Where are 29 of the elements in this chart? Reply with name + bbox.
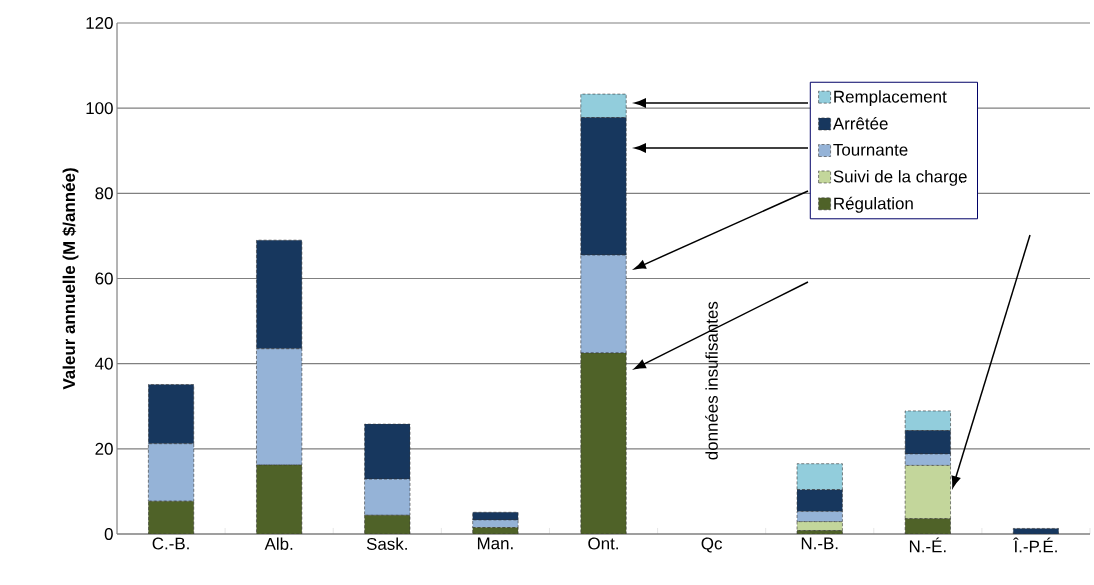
bar (364, 514, 411, 534)
bar (580, 352, 627, 534)
bar (148, 500, 195, 534)
x-tick-label: Alb. (264, 537, 293, 550)
y-tick-label: 0 (104, 527, 113, 540)
x-tick-label: C.-B. (152, 537, 189, 550)
x-tick-label: N.-B. (801, 537, 838, 550)
y-axis-title: Valeur annuelle (M $/année) (62, 168, 79, 390)
y-tick-label: 120 (86, 16, 113, 29)
x-tick-label: Qc (701, 537, 722, 553)
bar (904, 518, 951, 534)
annotation: données insufisantes (705, 301, 718, 460)
legend-label: Arrêtée (832, 117, 888, 130)
x-tick-label: Man. (477, 537, 513, 550)
y-tick-label: 40 (95, 357, 113, 370)
x-tick-label: N.-É. (909, 537, 946, 553)
legend-label: Régulation (834, 196, 913, 213)
x-tick-label: Ont. (588, 537, 618, 550)
y-tick-label: 60 (95, 272, 113, 285)
legend-label: Tournante (833, 143, 908, 156)
bar (1012, 528, 1059, 534)
x-tick-label: Î.-P.É. (1013, 537, 1057, 553)
legend-label: Remplacement (834, 90, 947, 107)
y-tick-label: 100 (86, 102, 113, 115)
legend-label: Suivi de la charge (833, 170, 967, 186)
y-tick-label: 80 (95, 187, 113, 200)
y-tick-label: 20 (95, 442, 113, 455)
x-tick-label: Sask. (366, 537, 407, 550)
bar (256, 464, 303, 534)
